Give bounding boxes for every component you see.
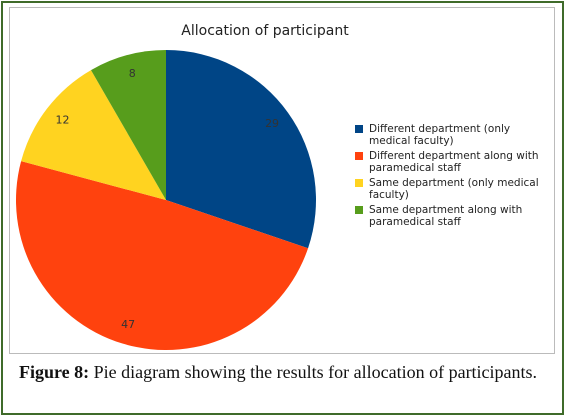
legend-swatch bbox=[355, 152, 363, 160]
legend-item: Different department (only medical facul… bbox=[355, 123, 545, 147]
pie-slice bbox=[16, 161, 309, 350]
data-label: 47 bbox=[121, 318, 135, 331]
legend-label: Same department along with paramedical s… bbox=[369, 204, 523, 228]
legend-item: Different department along with paramedi… bbox=[355, 150, 545, 174]
legend-label: Different department (only medical facul… bbox=[369, 123, 511, 147]
data-label: 29 bbox=[265, 117, 279, 130]
caption: Figure 8: Pie diagram showing the result… bbox=[19, 359, 551, 385]
chart-area: Allocation of participant 29 47 12 8 Differ… bbox=[9, 7, 555, 354]
chart-title: Allocation of participant bbox=[181, 23, 349, 39]
caption-label: Figure 8: bbox=[19, 362, 90, 382]
legend-swatch bbox=[355, 206, 363, 214]
chart: Allocation of participant 29 47 12 8 bbox=[16, 23, 349, 350]
pie-slice bbox=[21, 70, 166, 200]
pie-slice bbox=[91, 50, 166, 200]
pie-slice bbox=[166, 50, 317, 249]
legend-swatch bbox=[355, 179, 363, 187]
data-label: 12 bbox=[55, 114, 69, 127]
data-label: 8 bbox=[129, 67, 136, 80]
caption-text: Pie diagram showing the results for allo… bbox=[93, 362, 538, 382]
legend-swatch bbox=[355, 125, 363, 133]
legend-item: Same department along with paramedical s… bbox=[355, 204, 545, 228]
legend: Different department (only medical facul… bbox=[355, 123, 545, 231]
legend-label: Same department (only medical faculty) bbox=[369, 177, 539, 201]
legend-label: Different department along with paramedi… bbox=[369, 150, 539, 174]
legend-item: Same department (only medical faculty) bbox=[355, 177, 545, 201]
